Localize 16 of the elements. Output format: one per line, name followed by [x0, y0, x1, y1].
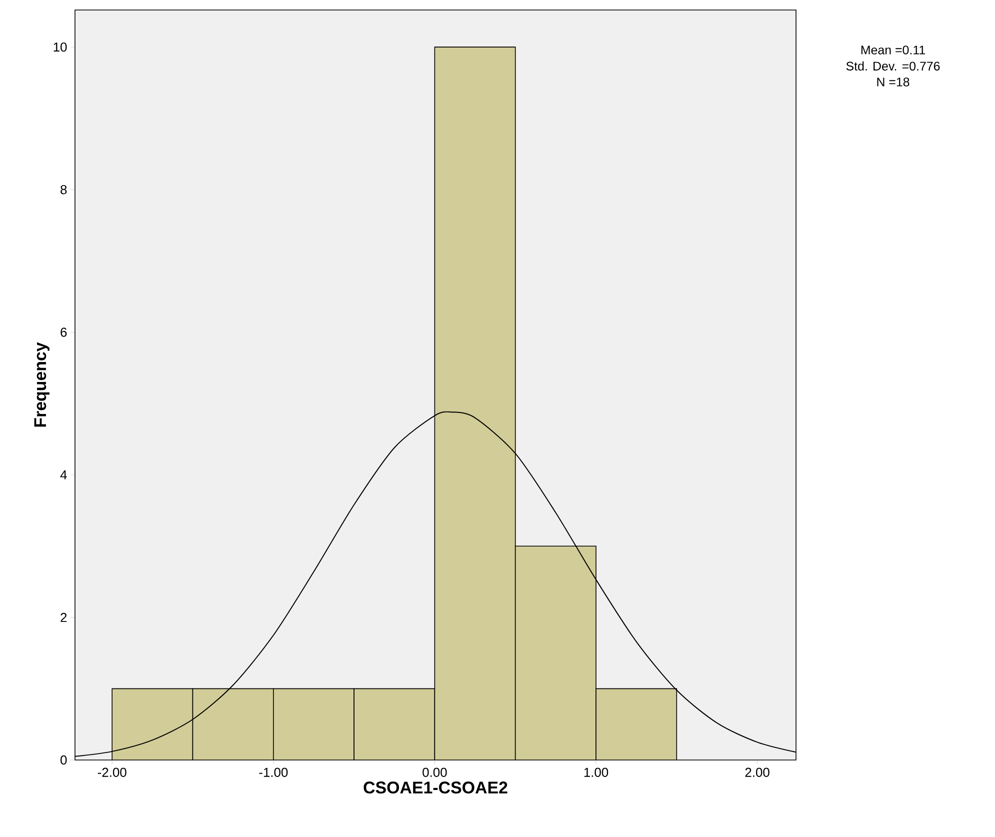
- y-tick-label: 6: [60, 328, 67, 337]
- y-tick-label: 8: [60, 185, 67, 194]
- x-tick-label: 2.00: [745, 768, 770, 777]
- y-tick-label: 4: [60, 470, 67, 480]
- x-tick-label: -2.00: [98, 768, 126, 777]
- text: N =18: [877, 78, 910, 86]
- x-tick-label: 1.00: [584, 768, 608, 777]
- y-tick-label: 10: [54, 42, 67, 52]
- text: Std. Dev. =0.776: [846, 61, 940, 71]
- y-tick-label: 2: [60, 612, 67, 622]
- y-tick-label: 0: [60, 755, 67, 765]
- y-axis-title: Frequency: [34, 342, 50, 427]
- x-axis-title: CSOAE1-CSOAE2: [364, 782, 508, 794]
- x-tick-label: 0.00: [422, 768, 447, 777]
- text: Mean =0.11: [861, 46, 925, 54]
- x-tick-label: -1.00: [259, 768, 288, 777]
